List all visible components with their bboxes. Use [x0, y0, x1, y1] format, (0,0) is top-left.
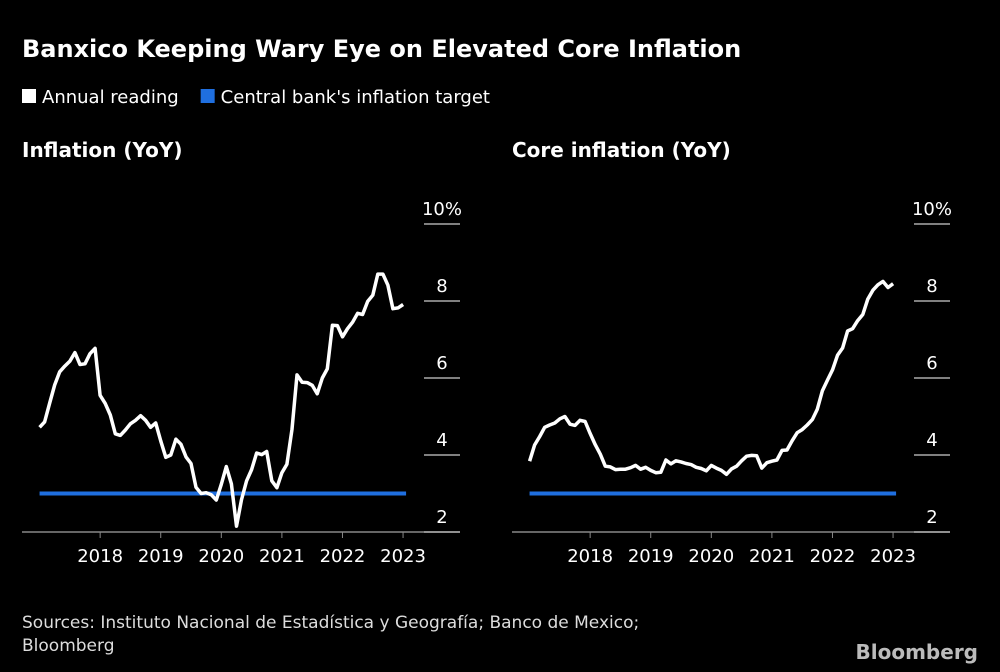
- x-tick-label: 2020: [688, 546, 734, 567]
- x-tick-label: 2023: [380, 546, 426, 567]
- y-tick-label: 2: [436, 507, 447, 528]
- x-tick-label: 2019: [628, 546, 674, 567]
- x-tick-label: 2018: [77, 546, 123, 567]
- x-tick-label: 2018: [567, 546, 613, 567]
- legend-label: Central bank's inflation target: [221, 87, 490, 108]
- x-tick-label: 2022: [810, 546, 856, 567]
- x-tick-label: 2021: [749, 546, 795, 567]
- series-line: [527, 279, 895, 477]
- y-tick-label: 10%: [912, 199, 952, 220]
- panel-title: Inflation (YoY): [22, 138, 183, 162]
- x-tick-label: 2020: [198, 546, 244, 567]
- x-tick-label: 2023: [870, 546, 916, 567]
- series-line: [38, 272, 405, 528]
- y-tick-label: 8: [436, 276, 447, 297]
- x-tick-label: 2022: [320, 546, 366, 567]
- y-tick-label: 4: [436, 430, 447, 451]
- x-tick-label: 2021: [259, 546, 305, 567]
- source: Sources: Instituto Nacional de Estadísti…: [22, 613, 639, 633]
- legend-swatch: [200, 89, 215, 103]
- source: Bloomberg: [22, 636, 114, 656]
- x-tick-label: 2019: [138, 546, 184, 567]
- y-tick-label: 10%: [422, 199, 462, 220]
- brand: Bloomberg: [856, 640, 978, 664]
- y-tick-label: 4: [926, 430, 937, 451]
- legend-label: Annual reading: [42, 87, 179, 108]
- chart-title: Banxico Keeping Wary Eye on Elevated Cor…: [22, 35, 741, 63]
- y-tick-label: 8: [926, 276, 937, 297]
- y-tick-label: 6: [436, 353, 447, 374]
- legend-swatch: [22, 89, 36, 103]
- panel-title: Core inflation (YoY): [512, 138, 731, 162]
- y-tick-label: 6: [926, 353, 937, 374]
- y-tick-label: 2: [926, 507, 937, 528]
